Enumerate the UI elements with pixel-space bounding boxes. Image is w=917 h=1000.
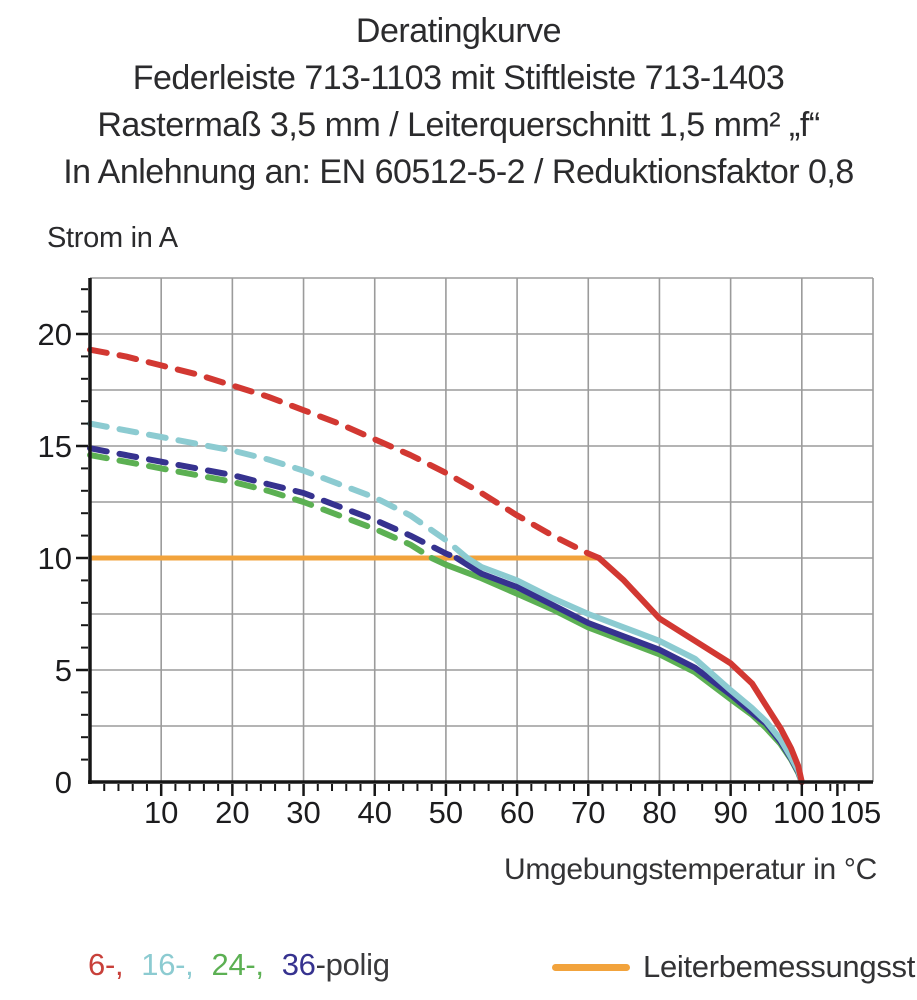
legend-item: 36 xyxy=(281,947,316,982)
plot-axes xyxy=(88,278,873,784)
svg-text:60: 60 xyxy=(500,795,534,830)
svg-text:20: 20 xyxy=(215,795,249,830)
svg-text:90: 90 xyxy=(713,795,747,830)
svg-text:20: 20 xyxy=(38,317,72,352)
svg-text:105: 105 xyxy=(830,795,882,830)
plot-grid xyxy=(90,277,874,782)
svg-text:5: 5 xyxy=(55,653,72,688)
svg-text:50: 50 xyxy=(429,795,463,830)
svg-text:70: 70 xyxy=(571,795,605,830)
chart-title-line-2: Federleiste 713-1103 mit Stiftleiste 713… xyxy=(132,59,785,97)
chart-title-line-1: Deratingkurve xyxy=(355,12,562,50)
legend-item: -polig xyxy=(315,947,390,982)
svg-text:10: 10 xyxy=(38,541,72,576)
svg-text:15: 15 xyxy=(38,429,72,464)
legend-ref: Leiterbemessungsstrom xyxy=(552,941,917,993)
legend-pole-items: 6-, 16-, 24-, 36-polig xyxy=(88,947,390,983)
x-tick-labels: 10 20 30 40 50 60 70 80 90 100 105 xyxy=(144,795,881,830)
svg-text:80: 80 xyxy=(642,795,676,830)
axis-ticks xyxy=(76,288,860,796)
svg-text:30: 30 xyxy=(286,795,320,830)
x-axis-title: Umgebungstemperatur in °C xyxy=(503,853,877,886)
svg-text:40: 40 xyxy=(357,795,391,830)
series-6-polig xyxy=(87,346,805,785)
legend-ref-label: Leiterbemessungsstrom xyxy=(643,949,917,984)
legend-item: 6-, xyxy=(88,947,124,982)
chart-title-line-4: In Anlehnung an: EN 60512-5-2 / Reduktio… xyxy=(63,153,854,191)
legend-item: 24-, xyxy=(211,947,265,982)
chart-title-line-3: Rastermaß 3,5 mm / Leiterquerschnitt 1,5… xyxy=(97,106,820,144)
title-block: Deratingkurve Federleiste 713-1103 mit S… xyxy=(0,8,917,196)
svg-text:10: 10 xyxy=(144,795,178,830)
legend-ref-line-swatch xyxy=(552,963,630,971)
legend-item: 16-, xyxy=(141,947,194,982)
svg-text:100: 100 xyxy=(773,795,825,830)
legend: 6-, 16-, 24-, 36-polig Leiterbemessungsstro… xyxy=(0,941,917,993)
y-axis-title: Strom in A xyxy=(47,222,178,254)
svg-text:0: 0 xyxy=(55,765,72,800)
y-tick-labels: 0 5 10 15 20 xyxy=(38,317,72,800)
series-16-polig xyxy=(87,420,805,785)
